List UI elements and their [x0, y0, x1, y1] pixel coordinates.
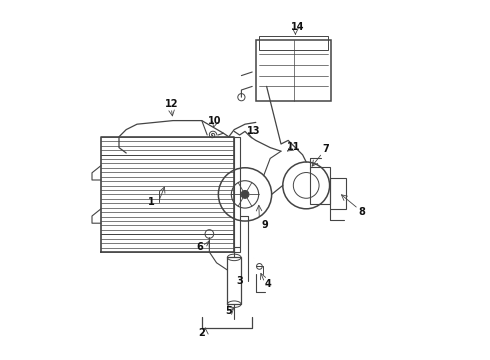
Text: 9: 9 [262, 220, 268, 230]
Text: 14: 14 [291, 22, 304, 32]
Bar [227, 257, 241, 304]
Text: 4: 4 [265, 279, 272, 289]
Bar [310, 167, 330, 204]
Bar [256, 40, 331, 101]
Text: 11: 11 [287, 142, 300, 152]
Bar [259, 36, 328, 50]
Bar [330, 179, 346, 209]
Text: 7: 7 [322, 144, 329, 154]
Bar [234, 137, 240, 252]
Text: 1: 1 [148, 197, 155, 207]
Text: 8: 8 [359, 207, 366, 217]
Text: 12: 12 [165, 99, 178, 109]
Text: 2: 2 [198, 328, 205, 338]
Text: 5: 5 [225, 306, 232, 316]
Text: 6: 6 [196, 242, 203, 252]
Text: 10: 10 [208, 116, 221, 126]
Text: 13: 13 [247, 126, 261, 136]
Circle shape [241, 190, 249, 198]
Text: 3: 3 [236, 276, 243, 286]
